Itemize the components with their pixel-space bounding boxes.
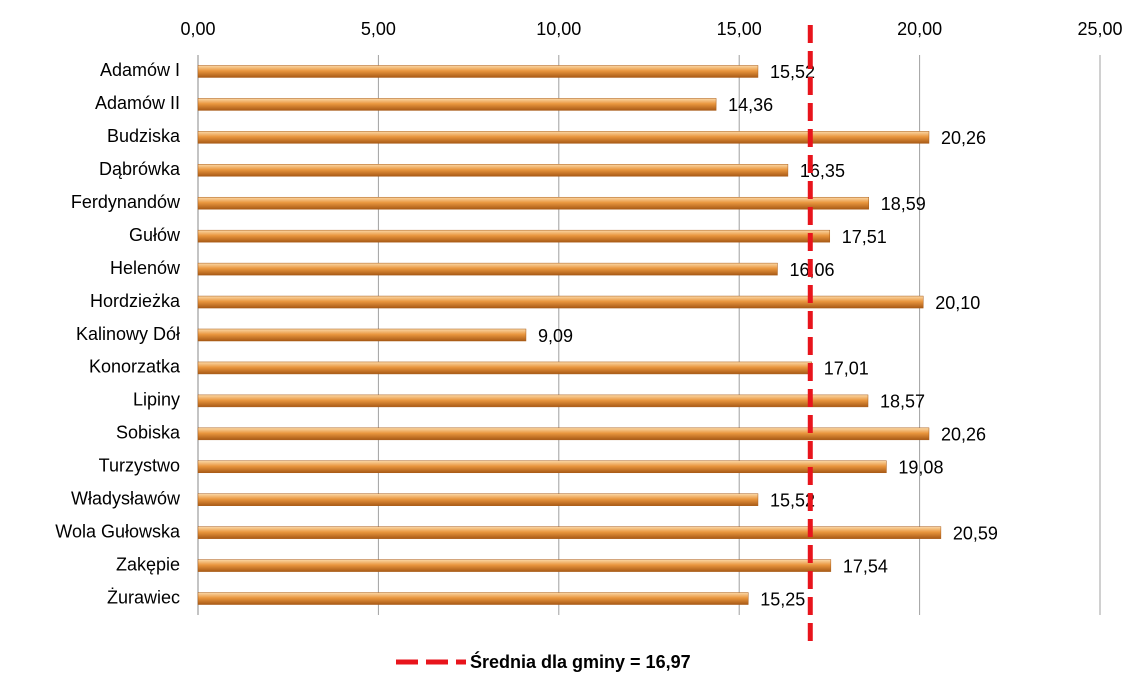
y-tick-label: Hordzieżka [90, 291, 181, 311]
y-tick-label: Sobiska [116, 423, 181, 443]
bar [197, 196, 869, 210]
data-label: 17,01 [824, 359, 869, 379]
y-tick-label: Wola Gułowska [55, 521, 181, 541]
data-label: 17,51 [842, 227, 887, 247]
bar [197, 427, 930, 441]
data-label: 19,08 [898, 458, 943, 478]
data-label: 17,54 [843, 556, 888, 576]
y-tick-label: Dąbrówka [99, 159, 181, 179]
y-tick-label: Turzystwo [99, 456, 180, 476]
x-tick-label: 5,00 [361, 19, 396, 39]
data-label: 16,35 [800, 161, 845, 181]
bar [197, 98, 717, 111]
data-label: 20,59 [953, 523, 998, 543]
data-label: 20,26 [941, 425, 986, 445]
y-tick-label: Żurawiec [107, 587, 180, 607]
bar [197, 592, 749, 605]
bar [197, 493, 759, 506]
data-label: 14,36 [728, 95, 773, 115]
y-tick-label: Ferdynandów [71, 192, 181, 212]
y-tick-label: Helenów [110, 258, 181, 278]
bar [197, 262, 778, 276]
y-tick-label: Kalinowy Dół [76, 324, 180, 344]
x-tick-label: 10,00 [536, 19, 581, 39]
data-label: 15,52 [770, 62, 815, 82]
bar [197, 559, 832, 572]
data-label: 20,10 [935, 293, 980, 313]
data-label: 15,25 [760, 589, 805, 609]
data-label: 15,52 [770, 490, 815, 510]
x-tick-label: 15,00 [717, 19, 762, 39]
legend-label: Średnia dla gminy = 16,97 [470, 651, 691, 672]
bar [197, 361, 812, 375]
y-tick-label: Konorzatka [89, 357, 181, 377]
x-tick-label: 20,00 [897, 19, 942, 39]
y-tick-label: Gułów [129, 225, 181, 245]
bar [197, 460, 887, 474]
y-tick-label: Władysławów [71, 488, 181, 508]
y-tick-label: Adamów I [100, 60, 180, 80]
bar [197, 526, 942, 539]
bar [197, 131, 930, 144]
y-tick-label: Lipiny [133, 390, 180, 410]
y-tick-label: Zakępie [116, 554, 180, 574]
data-label: 18,59 [881, 194, 926, 214]
y-tick-label: Adamów II [95, 93, 180, 113]
bar [197, 229, 831, 243]
bar [197, 328, 527, 342]
y-tick-label: Budziska [107, 126, 181, 146]
bar [197, 394, 869, 408]
bar [197, 65, 759, 78]
data-label: 9,09 [538, 326, 573, 346]
x-tick-label: 25,00 [1077, 19, 1122, 39]
bar [197, 164, 789, 177]
data-label: 20,26 [941, 128, 986, 148]
data-label: 18,57 [880, 392, 925, 412]
bar [197, 295, 924, 309]
x-tick-label: 0,00 [180, 19, 215, 39]
